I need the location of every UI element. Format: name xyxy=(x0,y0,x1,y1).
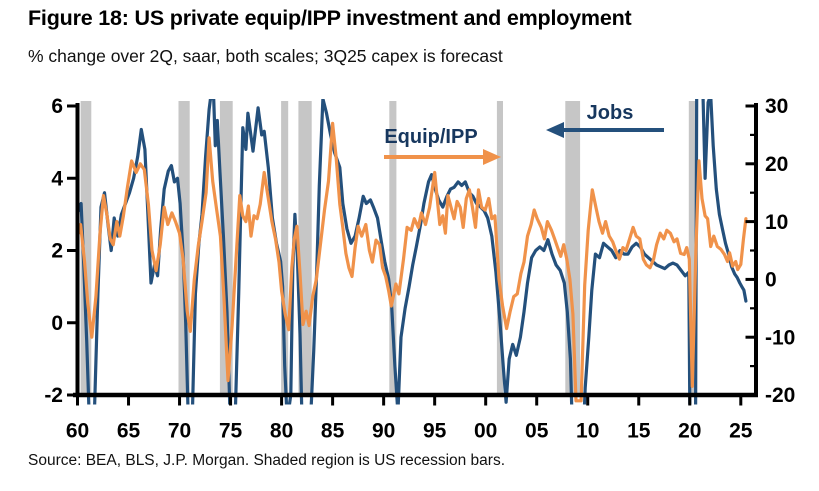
x-tick-label: 95 xyxy=(423,420,447,443)
y-right-tick-label: 30 xyxy=(765,95,788,118)
y-left-tick-label: 0 xyxy=(51,312,63,335)
y-left-tick-label: 4 xyxy=(51,167,63,190)
jobs-series-label: Jobs xyxy=(587,102,634,124)
series-line-jobs xyxy=(76,99,748,405)
x-tick-label: 80 xyxy=(270,420,293,443)
x-tick-label: 65 xyxy=(117,420,141,443)
y-left-tick-label: 2 xyxy=(51,240,63,263)
jobs-left-arrow-icon xyxy=(546,122,664,138)
recession-band xyxy=(389,101,397,395)
recession-band xyxy=(281,101,289,395)
x-tick-label: 25 xyxy=(729,420,753,443)
x-tick-label: 85 xyxy=(321,420,345,443)
figure-title: Figure 18: US private equip/IPP investme… xyxy=(28,6,632,30)
source-note: Source: BEA, BLS, J.P. Morgan. Shaded re… xyxy=(28,452,506,469)
x-tick-label: 00 xyxy=(474,420,497,443)
recession-band xyxy=(688,101,697,395)
series-lines xyxy=(76,99,748,405)
x-tick-label: 90 xyxy=(372,420,395,443)
x-tick-label: 75 xyxy=(219,420,243,443)
figure-subtitle: % change over 2Q, saar, both scales; 3Q2… xyxy=(28,46,503,66)
y-left-tick-label: 6 xyxy=(51,95,63,118)
y-right-tick-label: 20 xyxy=(765,153,788,176)
x-tick-label: 70 xyxy=(168,420,191,443)
x-tick-label: 20 xyxy=(678,420,701,443)
x-tick-label: 10 xyxy=(576,420,599,443)
series-line-equip-ipp xyxy=(76,121,748,403)
chart-annotations: Equip/IPP Jobs xyxy=(384,102,664,165)
y-right-tick-label: -10 xyxy=(765,326,795,349)
recession-band xyxy=(496,101,503,395)
equip-ipp-series-label: Equip/IPP xyxy=(384,126,477,148)
x-tick-label: 05 xyxy=(525,420,549,443)
y-right-tick-label: 0 xyxy=(765,269,777,292)
y-right-tick-label: -20 xyxy=(765,384,795,407)
recession-band xyxy=(219,101,233,395)
y-right-tick-label: 10 xyxy=(765,211,788,234)
y-left-tick-label: -2 xyxy=(44,384,63,407)
x-tick-label: 15 xyxy=(627,420,651,443)
recession-band xyxy=(80,101,92,395)
equip-right-arrow-icon xyxy=(384,149,501,165)
x-tick-label: 60 xyxy=(66,420,89,443)
